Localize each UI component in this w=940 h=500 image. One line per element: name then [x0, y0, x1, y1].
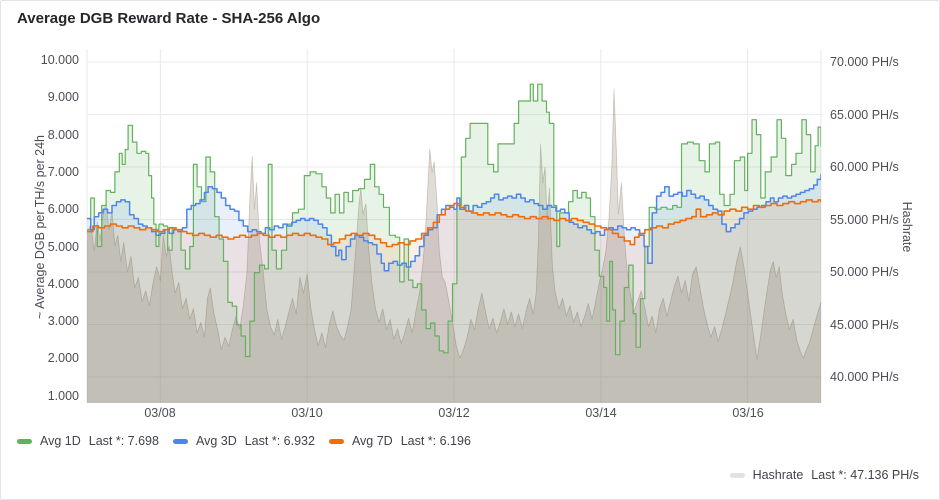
- legend-last-value: Last *: 47.136 PH/s: [811, 468, 919, 482]
- y-left-tick-label: 2.000: [47, 351, 79, 365]
- legend-item-hashrate[interactable]: Hashrate Last *: 47.136 PH/s: [729, 468, 919, 482]
- gridlines: [86, 49, 822, 403]
- legend-item-avg-7d[interactable]: Avg 7D Last *: 6.196: [328, 434, 471, 448]
- y-left-tick-label: 6.000: [47, 202, 79, 216]
- legend-last-value: Last *: 6.196: [400, 434, 471, 448]
- legend-item-avg-3d[interactable]: Avg 3D Last *: 6.932: [172, 434, 315, 448]
- x-tick-label: 03/12: [438, 406, 470, 420]
- series-lines: [87, 83, 821, 360]
- avg-3d-color-swatch: [172, 438, 188, 444]
- y-axis-label-left: ~ Average DGB per TH/s per 24h: [33, 134, 47, 320]
- series-line-avg-3d: [87, 173, 821, 272]
- y-left-tick-label: 10.000: [40, 53, 79, 67]
- y-right-tick-label: 65.000 PH/s: [830, 108, 899, 122]
- y-right-tick-label: 70.000 PH/s: [830, 55, 899, 69]
- legend-last-value: Last *: 6.932: [244, 434, 315, 448]
- y-right-tick-label: 45.000 PH/s: [830, 318, 899, 332]
- series-area-avg-3d: [87, 174, 821, 403]
- legend-label[interactable]: Avg 1D: [40, 434, 81, 448]
- y-left-tick-label: 4.000: [47, 277, 79, 291]
- series-area-hashrate: [87, 89, 821, 403]
- y-right-tick-label: 55.000 PH/s: [830, 213, 899, 227]
- x-tick-label: 03/16: [732, 406, 764, 420]
- legend-item-avg-1d[interactable]: Avg 1D Last *: 7.698: [17, 434, 159, 448]
- panel-title: Average DGB Reward Rate - SHA-256 Algo: [17, 10, 321, 27]
- x-tick-label: 03/10: [291, 406, 323, 420]
- avg-7d-color-swatch: [328, 438, 344, 444]
- legend: Avg 1D Last *: 7.698 Avg 3D Last *: 6.93…: [17, 434, 471, 448]
- series-line-avg-7d: [87, 199, 821, 248]
- y-left-tick-label: 8.000: [47, 128, 79, 142]
- y-left-tick-label: 1.000: [47, 389, 79, 403]
- y-left-tick-label: 5.000: [47, 240, 79, 254]
- legend-last-value: Last *: 7.698: [88, 434, 159, 448]
- hashrate-color-swatch: [729, 472, 745, 478]
- x-tick-label: 03/14: [585, 406, 617, 420]
- y-right-tick-label: 60.000 PH/s: [830, 160, 899, 174]
- series-line-hashrate: [87, 88, 821, 360]
- legend-label[interactable]: Hashrate: [752, 468, 804, 482]
- series-line-avg-1d: [87, 83, 821, 358]
- y-left-tick-label: 3.000: [47, 314, 79, 328]
- y-right-tick-label: 40.000 PH/s: [830, 370, 899, 384]
- x-tick-label: 03/08: [144, 406, 176, 420]
- y-left-tick-label: 9.000: [47, 90, 79, 104]
- y-axis-label-right: Hashrate: [900, 201, 914, 253]
- legend-label[interactable]: Avg 3D: [195, 434, 237, 448]
- y-right-tick-label: 50.000 PH/s: [830, 265, 899, 279]
- series-area-avg-7d: [87, 199, 821, 403]
- avg-1d-color-swatch: [17, 438, 32, 444]
- series-area-avg-1d: [87, 84, 821, 403]
- legend-label[interactable]: Avg 7D: [351, 434, 393, 448]
- legend-hashrate: Hashrate Last *: 47.136 PH/s: [729, 468, 919, 482]
- series-fills: [87, 84, 821, 403]
- y-left-tick-label: 7.000: [47, 165, 79, 179]
